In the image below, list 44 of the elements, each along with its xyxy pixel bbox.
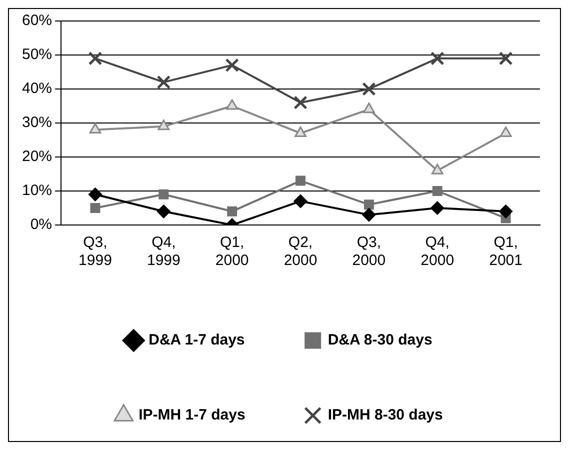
point (88, 188, 102, 202)
x-tick-label: Q1, 2001 (489, 234, 522, 270)
point (500, 126, 512, 137)
legend-label: IP-MH 1-7 days (138, 406, 246, 424)
point (88, 51, 102, 66)
point (294, 96, 308, 110)
x-tick-label: Q3, 2000 (352, 234, 386, 270)
point (158, 189, 169, 200)
point (431, 164, 444, 174)
point (158, 120, 170, 130)
x-tick-label: Q4, 2000 (420, 234, 454, 270)
point (294, 126, 306, 137)
point (499, 204, 513, 218)
point (362, 82, 376, 96)
y-tick-label: 50% (22, 46, 52, 64)
point (498, 51, 513, 66)
point (362, 102, 375, 114)
x-tick-label: Q4, 1999 (146, 234, 180, 270)
point (296, 176, 306, 186)
y-tick-label: 30% (22, 114, 52, 132)
point (225, 58, 239, 72)
y-tick-label: 20% (22, 148, 52, 166)
point (432, 186, 442, 196)
y-tick-label: 60% (22, 12, 52, 30)
legend-label: IP-MH 8-30 days (328, 406, 443, 424)
point (226, 99, 238, 110)
point (294, 194, 308, 208)
point (364, 200, 374, 210)
point (430, 201, 444, 215)
point (90, 203, 100, 213)
legend-label: D&A 1-7 days (148, 332, 245, 349)
x-tick-label: Q1, 2000 (215, 234, 249, 270)
legend-label: D&A 8-30 days (328, 332, 432, 349)
point (430, 51, 444, 66)
x-tick-label: Q3, 1999 (78, 234, 112, 270)
point (156, 75, 171, 90)
point (89, 123, 102, 134)
point (156, 204, 170, 218)
y-tick-label: 0% (30, 216, 52, 234)
y-tick-label: 10% (22, 182, 52, 200)
point (227, 206, 238, 216)
y-tick-label: 40% (22, 80, 52, 98)
x-tick-label: Q2, 2000 (284, 234, 318, 270)
point (362, 208, 376, 222)
